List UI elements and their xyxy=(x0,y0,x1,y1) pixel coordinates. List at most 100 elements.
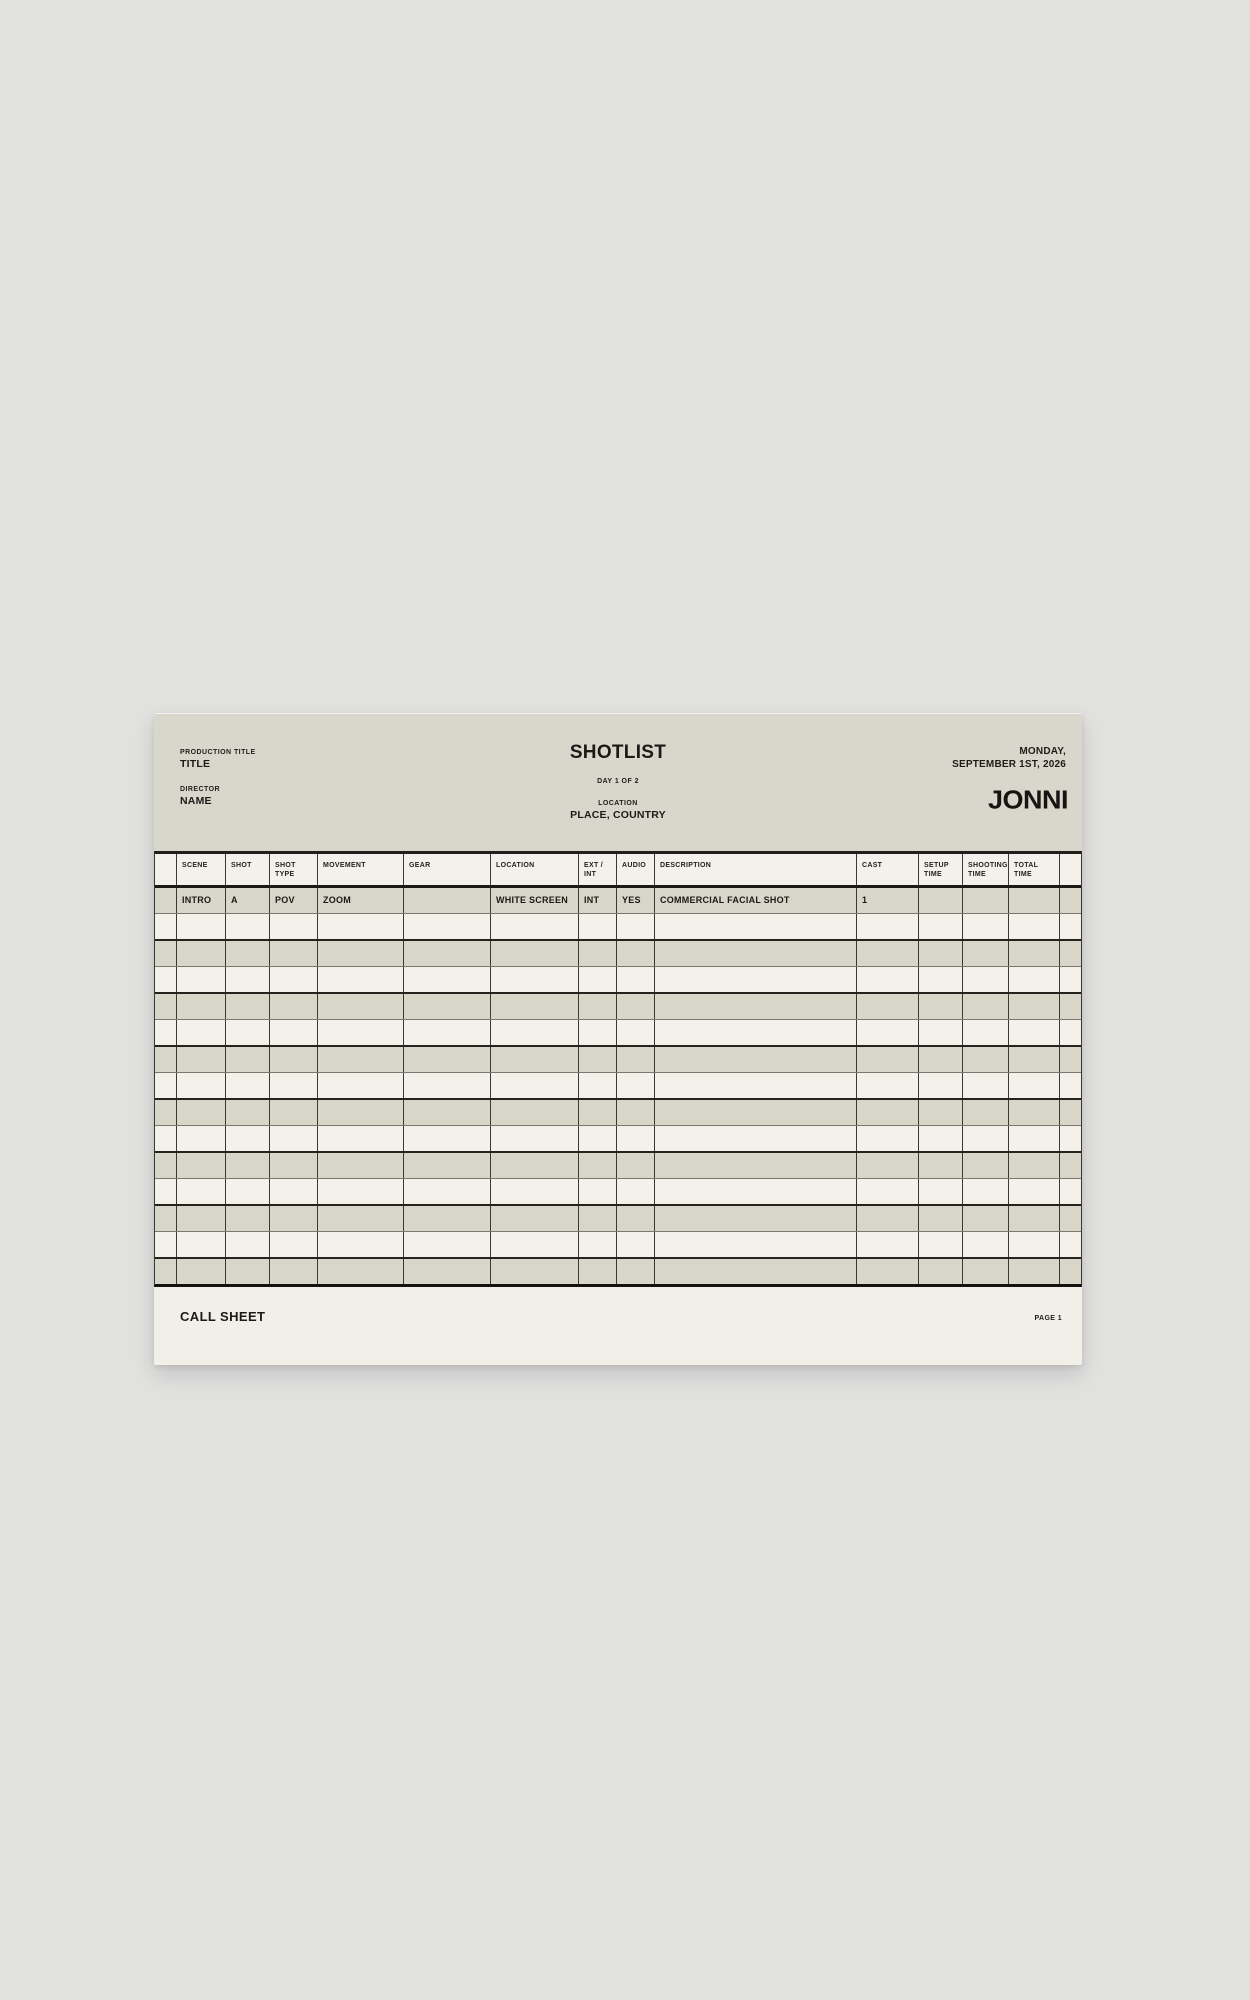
cell-tail_spacer xyxy=(1060,1259,1080,1284)
cell-gear xyxy=(404,1047,491,1072)
cell-ext_int xyxy=(579,1126,617,1151)
cell-tail_spacer xyxy=(1060,1153,1080,1178)
column-header-movement: MOVEMENT xyxy=(318,854,404,885)
cell-cast xyxy=(857,1126,919,1151)
cell-movement xyxy=(318,1232,404,1257)
cell-tail_spacer xyxy=(1060,1179,1080,1204)
cell-gear xyxy=(404,1020,491,1045)
cell-movement xyxy=(318,1020,404,1045)
cell-gear xyxy=(404,967,491,992)
column-header-shooting_time: SHOOTING TIME xyxy=(963,854,1009,885)
cell-setup_time xyxy=(919,1126,963,1151)
cell-ext_int xyxy=(579,1179,617,1204)
cell-shot xyxy=(226,1073,270,1098)
cell-scene xyxy=(177,1259,226,1284)
cell-cast xyxy=(857,1020,919,1045)
shotlist-document: PRODUCTION TITLE TITLE DIRECTOR NAME SHO… xyxy=(154,713,1082,1365)
cell-shot_type xyxy=(270,1179,318,1204)
location-label: LOCATION xyxy=(598,800,638,807)
cell-scene xyxy=(177,1153,226,1178)
cell-shot xyxy=(226,1100,270,1125)
cell-description xyxy=(655,1206,857,1231)
cell-ext_int xyxy=(579,1232,617,1257)
column-header-setup_time: SETUP TIME xyxy=(919,854,963,885)
director-block: DIRECTOR NAME xyxy=(180,786,256,807)
cell-total_time xyxy=(1009,1153,1060,1178)
date-block: MONDAY, SEPTEMBER 1ST, 2026 xyxy=(952,745,1066,771)
cell-total_time xyxy=(1009,1179,1060,1204)
cell-audio xyxy=(617,967,655,992)
cell-gear xyxy=(404,1232,491,1257)
table-row xyxy=(155,1231,1081,1257)
table-row xyxy=(155,1098,1081,1125)
cell-total_time xyxy=(1009,914,1060,939)
cell-shot_type xyxy=(270,1259,318,1284)
day-info: DAY 1 OF 2 xyxy=(597,778,639,785)
cell-description xyxy=(655,1259,857,1284)
cell-shot: A xyxy=(226,888,270,913)
cell-ext_int xyxy=(579,1153,617,1178)
cell-tail_spacer xyxy=(1060,914,1080,939)
cell-gear xyxy=(404,1126,491,1151)
cell-description xyxy=(655,1100,857,1125)
table-row xyxy=(155,1072,1081,1098)
table-header-row: SCENE SHOT SHOT TYPE MOVEMENT GEAR LOCATION EX… xyxy=(155,854,1081,888)
cell-total_time xyxy=(1009,1073,1060,1098)
cell-ext_int: INT xyxy=(579,888,617,913)
cell-movement xyxy=(318,914,404,939)
cell-total_time xyxy=(1009,941,1060,966)
table-row xyxy=(155,1125,1081,1151)
footer-title: CALL SHEET xyxy=(180,1309,266,1324)
cell-description xyxy=(655,1073,857,1098)
cell-audio xyxy=(617,1047,655,1072)
cell-scene xyxy=(177,994,226,1019)
cell-location xyxy=(491,1073,579,1098)
cell-scene xyxy=(177,1126,226,1151)
cell-audio xyxy=(617,994,655,1019)
cell-shot xyxy=(226,1232,270,1257)
cell-lead_spacer xyxy=(155,1179,177,1204)
cell-movement xyxy=(318,1153,404,1178)
production-title-value: TITLE xyxy=(180,758,211,770)
cell-shot_type xyxy=(270,914,318,939)
column-header-lead_spacer xyxy=(155,854,177,885)
cell-scene xyxy=(177,914,226,939)
cell-shot_type xyxy=(270,1073,318,1098)
cell-cast xyxy=(857,914,919,939)
column-header-tail_spacer xyxy=(1060,854,1080,885)
cell-movement xyxy=(318,1179,404,1204)
cell-location xyxy=(491,1232,579,1257)
cell-movement xyxy=(318,1073,404,1098)
cell-shooting_time xyxy=(963,1206,1009,1231)
cell-ext_int xyxy=(579,1259,617,1284)
cell-ext_int xyxy=(579,967,617,992)
cell-audio xyxy=(617,1126,655,1151)
cell-location xyxy=(491,967,579,992)
cell-ext_int xyxy=(579,1100,617,1125)
cell-audio xyxy=(617,1100,655,1125)
cell-shot_type xyxy=(270,967,318,992)
cell-shot_type xyxy=(270,1206,318,1231)
cell-setup_time xyxy=(919,967,963,992)
cell-shooting_time xyxy=(963,941,1009,966)
cell-setup_time xyxy=(919,1020,963,1045)
cell-audio xyxy=(617,941,655,966)
cell-cast xyxy=(857,1073,919,1098)
cell-gear xyxy=(404,1073,491,1098)
cell-tail_spacer xyxy=(1060,994,1080,1019)
cell-shooting_time xyxy=(963,1259,1009,1284)
cell-lead_spacer xyxy=(155,1126,177,1151)
cell-shot_type xyxy=(270,1020,318,1045)
director-label: DIRECTOR xyxy=(180,786,221,793)
cell-description xyxy=(655,941,857,966)
cell-setup_time xyxy=(919,1153,963,1178)
cell-cast xyxy=(857,941,919,966)
cell-setup_time xyxy=(919,1047,963,1072)
cell-setup_time xyxy=(919,1232,963,1257)
cell-cast xyxy=(857,1179,919,1204)
cell-gear xyxy=(404,1179,491,1204)
cell-lead_spacer xyxy=(155,1100,177,1125)
column-header-description: DESCRIPTION xyxy=(655,854,857,885)
cell-tail_spacer xyxy=(1060,1232,1080,1257)
cell-location xyxy=(491,1100,579,1125)
